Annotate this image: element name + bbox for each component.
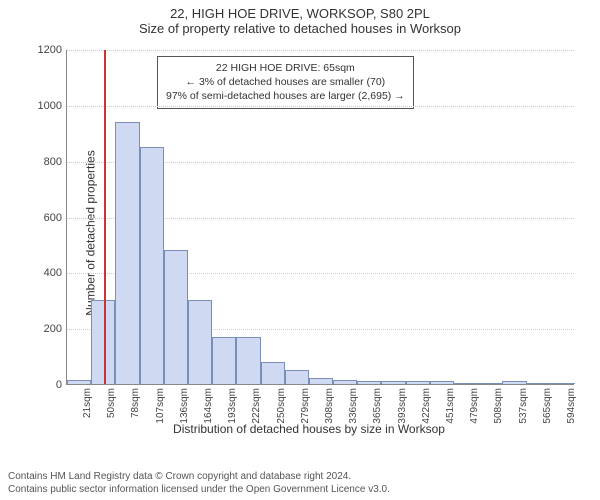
histogram-bar — [285, 370, 309, 384]
histogram-bar — [261, 362, 285, 384]
x-tick-label: 250sqm — [276, 388, 287, 424]
y-tick-label: 800 — [32, 156, 62, 168]
histogram-bar — [140, 147, 164, 384]
x-tick-label: 365sqm — [372, 388, 383, 424]
footer-attribution: Contains HM Land Registry data © Crown c… — [8, 471, 592, 496]
histogram-bar — [333, 380, 357, 384]
histogram-bar — [381, 381, 405, 384]
info-line-3: 97% of semi-detached houses are larger (… — [166, 89, 405, 103]
y-tick-label: 400 — [32, 267, 62, 279]
x-tick-label: 479sqm — [469, 388, 480, 424]
x-tick-label: 107sqm — [155, 388, 166, 424]
x-tick-label: 193sqm — [227, 388, 238, 424]
title-main: 22, HIGH HOE DRIVE, WORKSOP, S80 2PL — [0, 6, 600, 21]
footer-line-1: Contains HM Land Registry data © Crown c… — [8, 471, 592, 484]
y-tick-label: 600 — [32, 212, 62, 224]
x-tick-label: 537sqm — [518, 388, 529, 424]
plot-region: 22 HIGH HOE DRIVE: 65sqm ← 3% of detache… — [66, 50, 574, 385]
histogram-bar — [430, 381, 454, 384]
x-tick-label: 164sqm — [203, 388, 214, 424]
histogram-bar — [164, 250, 188, 384]
x-tick-label: 136sqm — [179, 388, 190, 424]
x-tick-label: 594sqm — [566, 388, 577, 424]
y-tick-label: 0 — [32, 379, 62, 391]
histogram-bar — [406, 381, 430, 384]
y-tick-label: 1200 — [32, 44, 62, 56]
gridline — [67, 106, 574, 107]
histogram-bar — [309, 378, 333, 384]
histogram-bar — [478, 383, 502, 384]
histogram-bar — [67, 380, 91, 384]
x-tick-label: 279sqm — [300, 388, 311, 424]
info-line-2: ← 3% of detached houses are smaller (70) — [166, 75, 405, 89]
histogram-bar — [527, 383, 551, 384]
x-tick-label: 508sqm — [493, 388, 504, 424]
footer-line-2: Contains public sector information licen… — [8, 484, 592, 497]
x-tick-label: 565sqm — [542, 388, 553, 424]
gridline — [67, 50, 574, 51]
x-tick-label: 78sqm — [130, 388, 141, 418]
histogram-bar — [454, 383, 478, 384]
chart-area: Number of detached properties 22 HIGH HO… — [44, 50, 574, 415]
x-tick-label: 21sqm — [82, 388, 93, 418]
property-marker-line — [104, 50, 106, 384]
x-axis-label: Distribution of detached houses by size … — [44, 422, 574, 447]
histogram-bar — [551, 383, 575, 384]
x-tick-label: 336sqm — [348, 388, 359, 424]
info-line-1: 22 HIGH HOE DRIVE: 65sqm — [166, 61, 405, 75]
x-tick-label: 50sqm — [106, 388, 117, 418]
x-tick-label: 451sqm — [445, 388, 456, 424]
histogram-bar — [502, 381, 526, 384]
x-tick-label: 222sqm — [251, 388, 262, 424]
title-sub: Size of property relative to detached ho… — [0, 21, 600, 36]
histogram-bar — [212, 337, 236, 384]
histogram-bar — [115, 122, 139, 384]
x-tick-label: 308sqm — [324, 388, 335, 424]
histogram-bar — [188, 300, 212, 384]
histogram-bar — [236, 337, 260, 384]
y-tick-label: 200 — [32, 323, 62, 335]
info-box: 22 HIGH HOE DRIVE: 65sqm ← 3% of detache… — [157, 56, 414, 109]
x-tick-label: 422sqm — [421, 388, 432, 424]
x-tick-label: 393sqm — [397, 388, 408, 424]
histogram-bar — [357, 381, 381, 384]
y-tick-label: 1000 — [32, 100, 62, 112]
chart-titles: 22, HIGH HOE DRIVE, WORKSOP, S80 2PL Siz… — [0, 0, 600, 36]
